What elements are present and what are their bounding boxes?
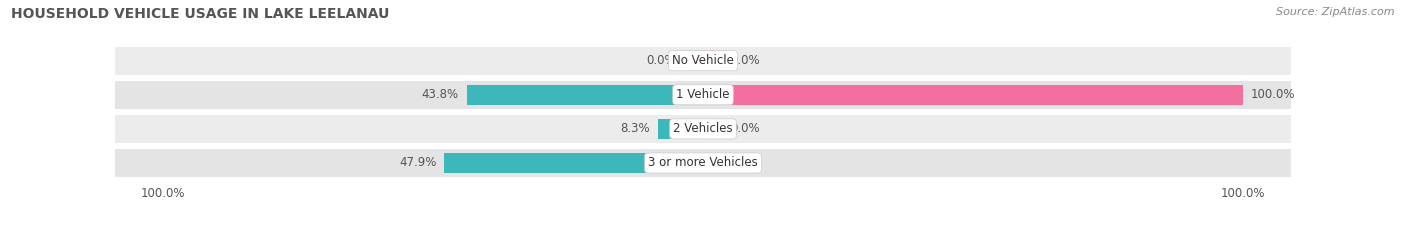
Text: 47.9%: 47.9% — [399, 157, 436, 169]
Bar — [658, 119, 703, 139]
Text: 1 Vehicle: 1 Vehicle — [676, 88, 730, 101]
Text: Source: ZipAtlas.com: Source: ZipAtlas.com — [1277, 7, 1395, 17]
Bar — [703, 51, 721, 71]
Text: 2 Vehicles: 2 Vehicles — [673, 122, 733, 135]
Text: 0.0%: 0.0% — [730, 54, 759, 67]
Text: 0.0%: 0.0% — [730, 122, 759, 135]
Text: 43.8%: 43.8% — [422, 88, 458, 101]
Bar — [685, 51, 703, 71]
Text: 100.0%: 100.0% — [1251, 88, 1295, 101]
Bar — [703, 119, 721, 139]
Bar — [115, 81, 1291, 109]
Bar — [467, 85, 703, 105]
Bar — [703, 85, 1243, 105]
Text: HOUSEHOLD VEHICLE USAGE IN LAKE LEELANAU: HOUSEHOLD VEHICLE USAGE IN LAKE LEELANAU — [11, 7, 389, 21]
Bar — [115, 115, 1291, 143]
Bar — [115, 149, 1291, 177]
Text: No Vehicle: No Vehicle — [672, 54, 734, 67]
Text: 0.0%: 0.0% — [647, 54, 676, 67]
Text: 8.3%: 8.3% — [620, 122, 650, 135]
Bar — [115, 47, 1291, 75]
Bar — [444, 153, 703, 173]
Text: 0.0%: 0.0% — [730, 157, 759, 169]
Bar — [703, 153, 721, 173]
Text: 3 or more Vehicles: 3 or more Vehicles — [648, 157, 758, 169]
